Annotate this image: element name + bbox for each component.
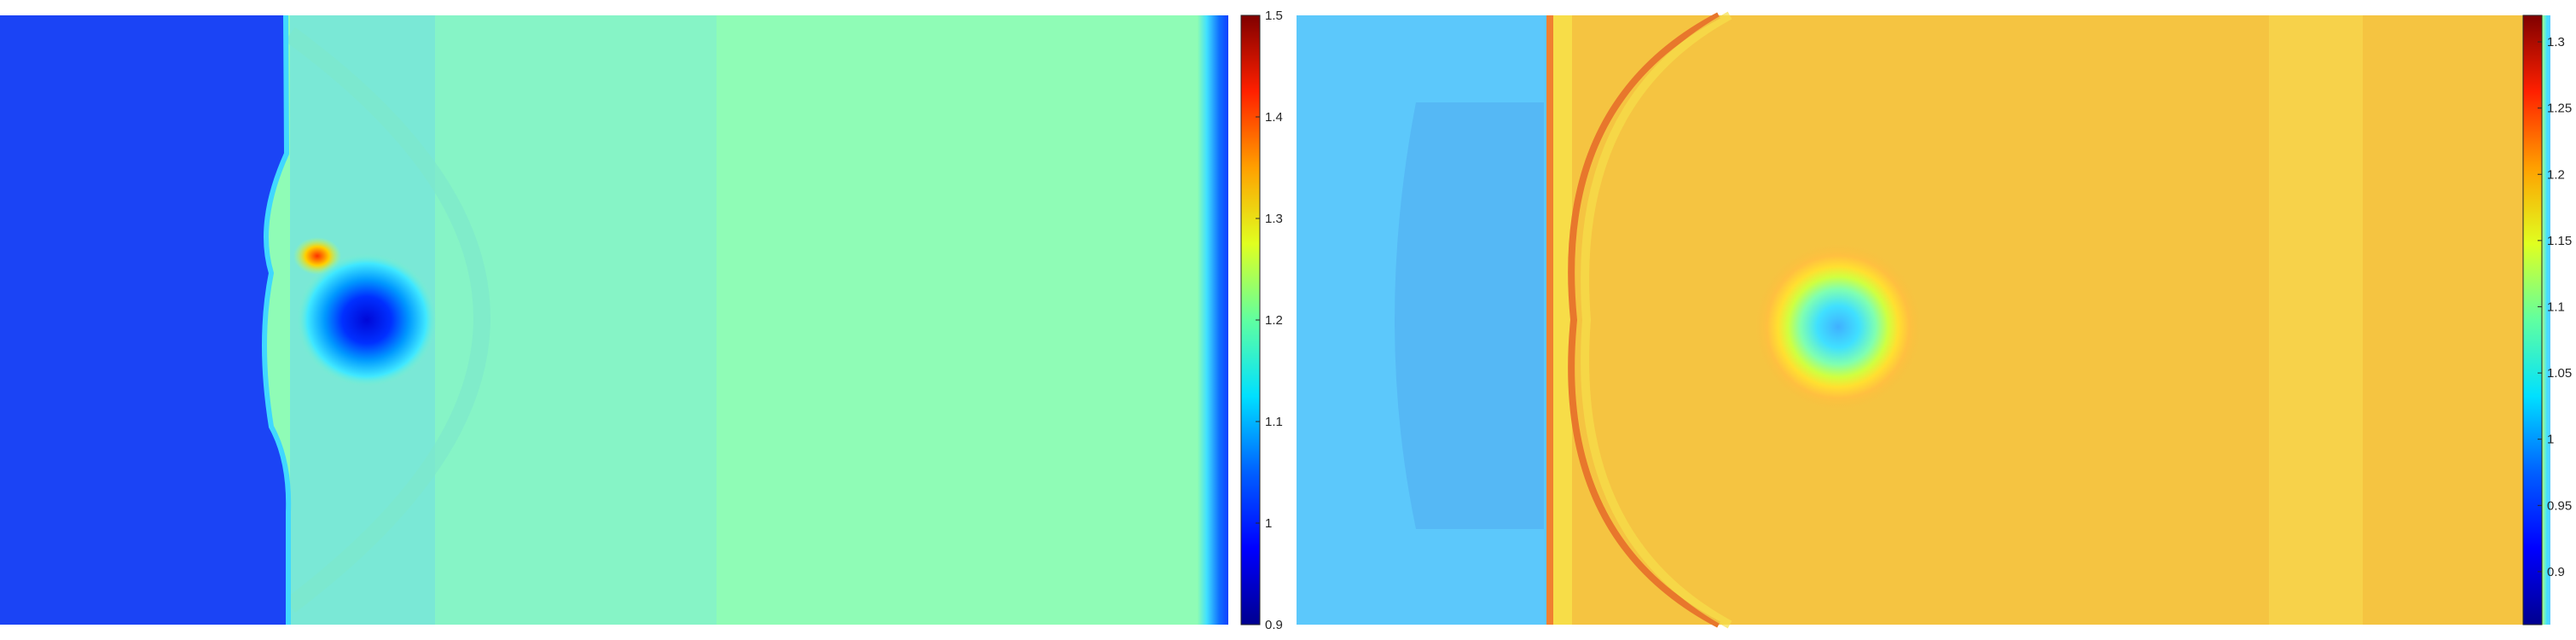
right-heatmap xyxy=(1297,11,2550,629)
right-field-postshock xyxy=(1552,15,2542,625)
left-colorbar-tick-label: 1.3 xyxy=(1265,212,1283,226)
left-unshocked-region xyxy=(0,15,289,625)
left-colorbar-tick-label: 1.2 xyxy=(1265,313,1283,328)
right-field-band xyxy=(2269,15,2363,625)
right-unshocked-lobe xyxy=(1395,102,1544,529)
right-right-boundary xyxy=(2533,15,2550,625)
left-heatmap: 0.9 1 1.1 1.2 1.3 1.4 1.5 xyxy=(0,9,1283,632)
right-panel xyxy=(1288,0,2576,640)
right-shock-front xyxy=(1546,15,1553,625)
right-reflected-shock xyxy=(1568,12,1720,628)
left-colorbar-tick-label: 1.4 xyxy=(1265,110,1283,125)
left-colorbar-tick-label: 1 xyxy=(1265,516,1272,531)
right-vortex xyxy=(1755,243,1922,410)
left-colorbar-tick-label: 1.5 xyxy=(1265,9,1283,23)
left-colorbar-ticks: 0.9 1 1.1 1.2 1.3 1.4 1.5 xyxy=(1256,9,1283,632)
left-panel: 0.9 1 1.1 1.2 1.3 1.4 1.5 xyxy=(0,9,1283,632)
left-shock-front xyxy=(262,15,292,625)
left-colorbar-tick-label: 1.1 xyxy=(1265,415,1283,429)
left-right-boundary xyxy=(1198,15,1228,625)
left-colorbar-tick-label: 0.9 xyxy=(1265,618,1283,632)
left-acoustic-wave xyxy=(284,26,490,613)
right-shock-highlight xyxy=(1553,15,1572,625)
left-vortex xyxy=(297,253,437,387)
right-reflected-shock-inner xyxy=(1581,11,1732,629)
